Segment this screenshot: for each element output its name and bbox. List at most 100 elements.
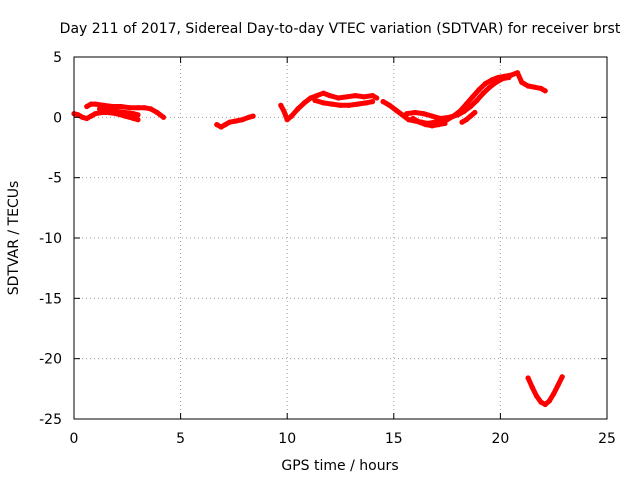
data-point	[288, 113, 295, 119]
data-point	[148, 106, 154, 112]
data-point	[337, 102, 344, 108]
data-point	[369, 93, 376, 99]
data-point	[559, 374, 565, 380]
data-point	[320, 100, 326, 106]
y-tick-label: -25	[39, 412, 62, 428]
data-point	[436, 122, 442, 128]
data-point	[410, 115, 416, 122]
data-point	[538, 85, 544, 91]
data-point	[101, 102, 107, 108]
x-tick-label: 0	[70, 431, 79, 447]
data-point	[135, 105, 141, 111]
data-point	[529, 385, 536, 391]
data-point	[355, 101, 361, 107]
data-point	[114, 108, 120, 114]
data-series	[71, 70, 565, 408]
data-point	[84, 115, 90, 122]
data-point	[92, 101, 98, 107]
data-point	[308, 95, 314, 101]
series-line-arc-3a	[278, 90, 380, 123]
data-point	[499, 76, 506, 82]
data-point	[92, 111, 98, 117]
data-point	[423, 122, 429, 128]
data-point	[514, 70, 521, 76]
x-tick-label: 20	[491, 431, 509, 447]
x-axis-title: GPS time / hours	[281, 458, 398, 474]
y-tick-label: 0	[53, 110, 62, 126]
data-point	[470, 94, 476, 100]
data-point	[455, 112, 461, 118]
data-point	[250, 113, 256, 119]
data-point	[160, 114, 167, 120]
data-point	[542, 401, 548, 408]
data-point	[295, 106, 301, 112]
data-point	[361, 94, 367, 100]
data-point	[406, 117, 412, 123]
y-tick-label: 5	[53, 50, 62, 66]
data-point	[218, 124, 224, 130]
data-point	[399, 112, 405, 118]
data-point	[534, 393, 540, 399]
data-point	[461, 108, 467, 114]
data-point	[131, 111, 137, 117]
data-point	[239, 117, 245, 123]
data-point	[284, 117, 290, 123]
data-point	[519, 79, 525, 85]
data-point	[482, 80, 489, 87]
data-point	[352, 93, 358, 99]
x-tick-label: 10	[278, 431, 296, 447]
data-point	[154, 109, 160, 116]
data-point	[312, 97, 318, 103]
data-point	[463, 101, 469, 107]
data-point	[374, 95, 380, 101]
data-point	[555, 382, 561, 388]
data-point	[476, 87, 482, 93]
y-axis: -25 -20 -15 -10 -5 0 5	[39, 50, 607, 428]
data-point	[246, 114, 252, 120]
data-point	[525, 83, 531, 89]
data-point	[329, 101, 335, 107]
x-tick-label: 25	[598, 431, 616, 447]
data-point	[421, 111, 427, 117]
data-point	[214, 122, 220, 128]
data-point	[314, 93, 320, 99]
data-point	[546, 398, 553, 404]
data-point	[442, 120, 448, 126]
data-point	[525, 375, 531, 381]
data-point	[79, 114, 86, 120]
y-tick-label: -10	[39, 231, 62, 247]
data-point	[429, 113, 435, 119]
data-point	[474, 97, 480, 103]
data-point	[480, 90, 486, 96]
data-point	[118, 103, 124, 110]
data-point	[222, 122, 228, 128]
data-point	[404, 111, 410, 117]
data-point	[126, 105, 132, 111]
data-point	[493, 79, 499, 85]
data-point	[227, 119, 233, 125]
data-point	[346, 102, 352, 108]
x-tick-label: 15	[385, 431, 403, 447]
data-point	[88, 113, 94, 119]
y-tick-label: -20	[39, 352, 62, 368]
data-point	[380, 99, 386, 105]
data-point	[459, 119, 465, 125]
data-point	[429, 123, 435, 129]
data-point	[278, 102, 284, 108]
data-point	[468, 103, 474, 110]
data-point	[531, 84, 538, 90]
data-point	[489, 77, 495, 83]
data-point	[463, 117, 469, 123]
data-point	[506, 74, 512, 81]
data-point	[344, 94, 350, 100]
data-point	[84, 103, 90, 110]
data-point	[105, 107, 111, 113]
chart-title: Day 211 of 2017, Sidereal Day-to-day VTE…	[60, 21, 621, 37]
data-point	[281, 108, 287, 114]
y-axis-title: SDTVAR / TECUs	[6, 181, 22, 296]
data-point	[369, 99, 376, 105]
data-point	[363, 100, 369, 106]
data-point	[97, 106, 103, 112]
